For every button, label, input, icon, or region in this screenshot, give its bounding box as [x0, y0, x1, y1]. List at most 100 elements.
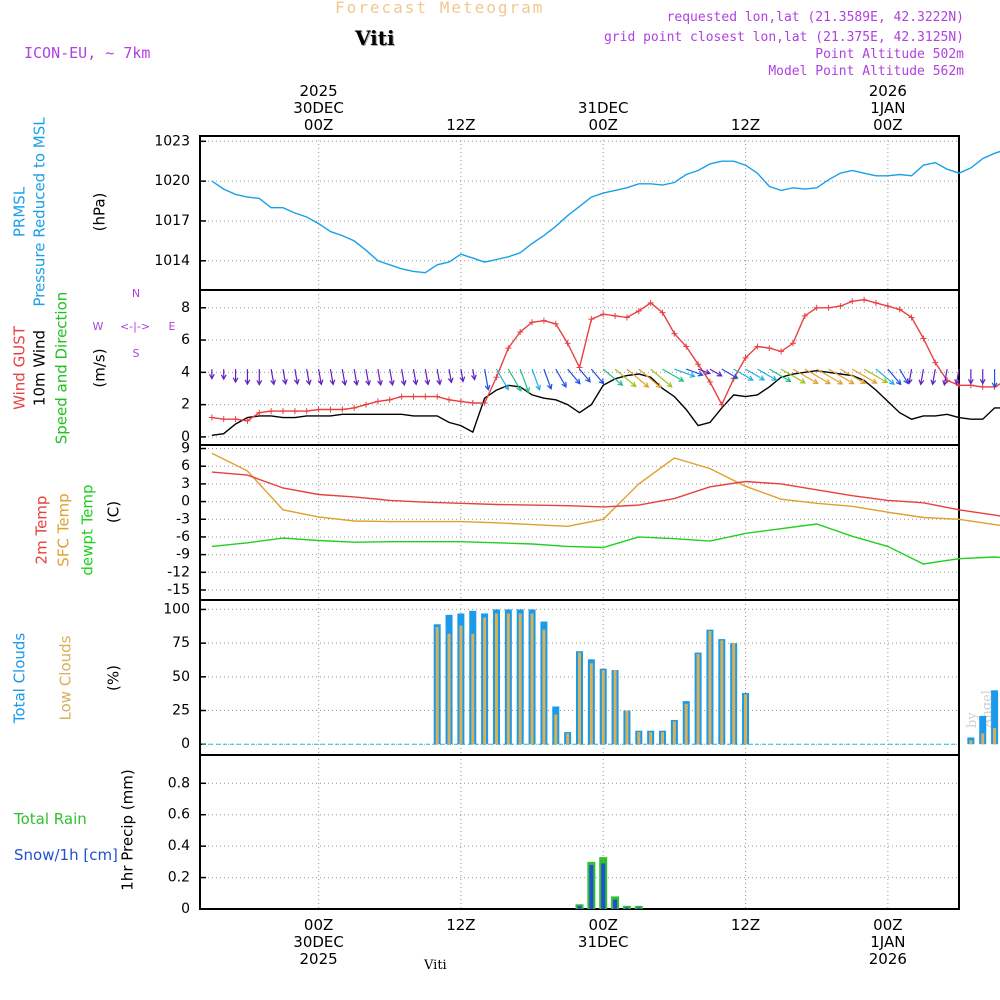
gust-marker [469, 400, 476, 407]
wind-arrow [614, 368, 637, 387]
pressure-unit: (hPa) [91, 193, 109, 232]
gust-marker [434, 393, 441, 400]
low-cloud-bar [708, 631, 712, 745]
wind-arrow-head [979, 378, 986, 385]
wind-arrow [709, 368, 722, 377]
wind-arrow-head [459, 376, 466, 383]
wind-arrow-head [220, 374, 227, 381]
bottom-time-label: 12Z [446, 916, 475, 934]
snow-bar [636, 907, 641, 909]
y-tick-label: 25 [172, 703, 190, 719]
wind-arrow-head [871, 378, 878, 384]
gust-marker [956, 382, 962, 389]
top-time-label: 1JAN [870, 99, 905, 117]
gust-marker [801, 312, 808, 319]
gust-marker [422, 393, 429, 400]
gust-marker [303, 408, 310, 415]
wind-arrow-head [400, 379, 407, 387]
gust-marker [789, 340, 796, 347]
low-cloud-bar [578, 652, 581, 745]
wind-arrow-head [732, 373, 739, 379]
y-tick-label: 75 [172, 635, 190, 651]
wind-arrow-head [353, 379, 360, 387]
y-tick-label: -3 [176, 511, 190, 527]
wind-arrow [804, 368, 831, 385]
point-altitude: Point Altitude 502m [815, 47, 964, 62]
y-tick-label: 3 [181, 476, 190, 492]
bottom-time-label: 12Z [731, 916, 760, 934]
wind-arrow [306, 369, 311, 385]
wind-arrow-head [256, 379, 263, 386]
top-time-label: 00Z [589, 116, 618, 134]
total-cloud-bar [979, 715, 987, 745]
gust-marker [635, 307, 642, 314]
gust-marker [825, 304, 832, 311]
gust-marker [232, 416, 239, 423]
wind-arrow-head [574, 378, 581, 385]
wind-arrow [887, 368, 902, 385]
wind-arrow-head [930, 379, 937, 386]
bottom-time-label: 30DEC [293, 933, 344, 951]
footer-station: Viti [424, 958, 447, 973]
wind-arrow [943, 369, 948, 385]
gust-marker [505, 345, 512, 352]
wind-arrow [602, 368, 623, 386]
wind-arrow [472, 369, 476, 380]
gust-marker [837, 303, 844, 310]
low-cloud-bar [981, 733, 985, 745]
wind-arrow [495, 368, 509, 390]
compass-east: E [169, 320, 176, 333]
gust-marker [220, 416, 227, 423]
wind-arrow-head [341, 379, 348, 387]
low-cloud-bar [625, 710, 629, 745]
wind-arrow [436, 369, 441, 385]
grid-location: grid point closest lon,lat (21.375E, 42.… [603, 30, 964, 45]
wind-arrow [780, 368, 806, 384]
wind-gust-label: Wind GUST [11, 325, 29, 410]
gust-marker [564, 340, 571, 347]
top-time-label: 2025 [300, 82, 338, 100]
wind-arrow-head [942, 379, 948, 387]
snow-bar [613, 899, 618, 909]
wind-arrow-head [388, 379, 395, 387]
wind-arrow [282, 369, 287, 384]
low-cloud-bar [589, 663, 593, 745]
low-cloud-bar [637, 732, 641, 745]
wind-arrow-head [824, 379, 832, 385]
gust-marker [730, 375, 737, 382]
gust-marker [647, 299, 654, 306]
compass-west: W [93, 320, 104, 333]
gust-marker [623, 314, 630, 321]
wind-arrow-head [918, 379, 925, 386]
low-cloud-bar [554, 714, 558, 745]
compass-north: N [132, 287, 140, 300]
gust-marker [849, 298, 856, 305]
rain-legend: Total Rain [13, 810, 87, 828]
low-cloud-bar [447, 633, 451, 745]
pressure-line [211, 150, 1000, 274]
y-tick-label: 4 [181, 364, 190, 380]
model-label: ICON-EU, ~ 7km [24, 44, 151, 62]
wind-arrow-head [561, 381, 567, 388]
top-time-label: 30DEC [293, 99, 344, 117]
low-cloud-bar [494, 613, 498, 745]
top-time-label: 12Z [446, 116, 475, 134]
low-cloud-bar [471, 633, 475, 745]
wind-arrow-head [888, 379, 895, 386]
low-cloud-bar [732, 643, 736, 745]
wind-arrow-head [697, 370, 704, 377]
y-tick-label: -12 [167, 564, 190, 580]
requested-location: requested lon,lat (21.3589E, 42.3222N) [666, 10, 964, 25]
wind-arrow [318, 369, 322, 385]
y-tick-label: 0.8 [168, 775, 190, 791]
wind-arrow [931, 369, 936, 385]
wind-arrow-head [585, 376, 591, 383]
wind-arrow-head [503, 384, 509, 391]
top-time-label: 00Z [873, 116, 902, 134]
wind-arrow [733, 368, 754, 381]
wind-arrow-head [704, 369, 712, 375]
wind-arrow [401, 369, 405, 385]
gust-marker [481, 400, 488, 407]
wind-10m-label: 10m Wind [31, 330, 49, 406]
